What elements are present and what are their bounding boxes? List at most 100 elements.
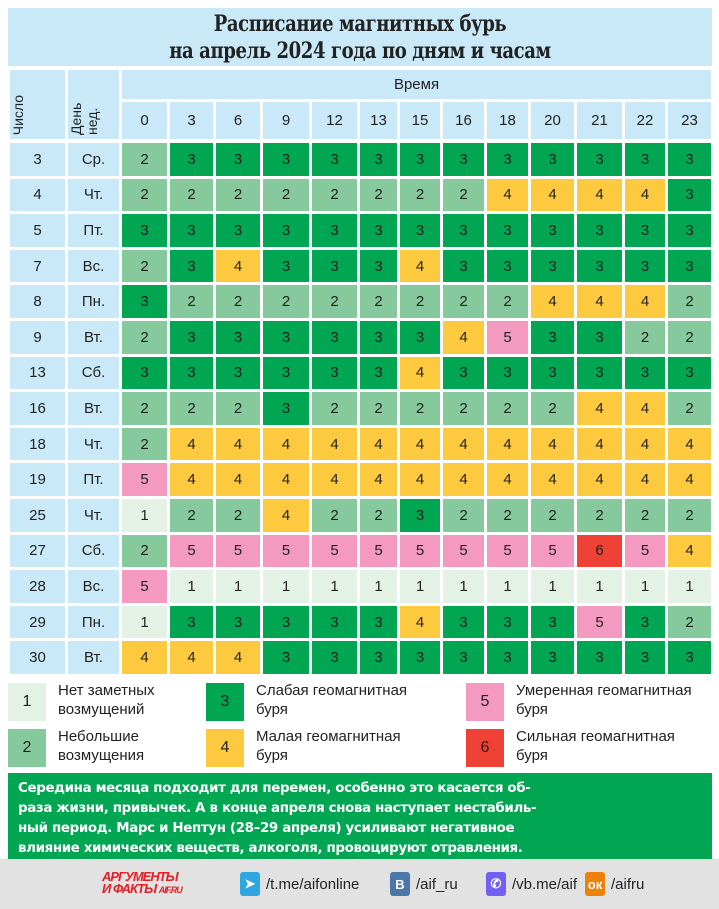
storm-level-cell: 1	[668, 570, 711, 603]
row-weekday: Вт.	[68, 641, 119, 674]
row-date: 27	[10, 534, 65, 568]
storm-level-cell: 4	[216, 641, 260, 674]
storm-level-cell: 4	[625, 427, 665, 461]
hour-header: 3	[170, 102, 213, 139]
legend-item: 2 Небольшие возмущения	[8, 728, 145, 767]
storm-level-cell: 3	[668, 249, 711, 283]
storm-level-cell: 3	[443, 214, 484, 247]
storm-level-cell: 3	[263, 641, 309, 674]
storm-level-cell: 5	[170, 534, 213, 568]
storm-level-cell: 5	[122, 463, 167, 496]
storm-level-cell: 5	[531, 534, 574, 568]
social-link[interactable]: В/aif_ru	[390, 872, 458, 896]
weekday-label: День нед.	[68, 102, 100, 135]
row-date: 28	[10, 570, 65, 603]
row-date: 9	[10, 320, 65, 354]
storm-level-cell: 4	[400, 356, 440, 390]
storm-level-cell: 4	[625, 463, 665, 496]
storm-level-cell: 5	[312, 534, 357, 568]
storm-level-cell: 3	[443, 641, 484, 674]
hour-header: 6	[216, 102, 260, 139]
legend-item: 3 Слабая геомагнитная буря	[206, 682, 407, 721]
storm-level-cell: 3	[400, 320, 440, 354]
storm-level-cell: 3	[122, 356, 167, 390]
storm-level-cell: 2	[216, 392, 260, 425]
storm-level-cell: 2	[487, 392, 528, 425]
row-weekday: Вт.	[68, 320, 119, 354]
storm-level-cell: 2	[360, 285, 397, 318]
row-weekday: Чт.	[68, 498, 119, 532]
storm-level-cell: 4	[360, 463, 397, 496]
footer: АРГУМЕНТЫ И ФАКТЫ AIF.RU ➤ /t.me/aifonlin…	[0, 859, 719, 909]
hour-header: 23	[668, 102, 711, 139]
hour-header: 22	[625, 102, 665, 139]
title-line-1: Расписание магнитных бурь	[213, 11, 507, 37]
row-weekday: Ср.	[68, 143, 119, 176]
table-header: Число День нед. Время 0 3 6 9 12 13 15 16 18 20 21…	[10, 70, 711, 139]
storm-level-cell: 6	[577, 534, 622, 568]
legend-label: Малая геомагнитная буря	[256, 727, 401, 765]
storm-level-cell: 3	[400, 214, 440, 247]
legend-label-line: возмущений	[58, 701, 145, 718]
storm-level-cell: 3	[360, 641, 397, 674]
legend-item: 5 Умеренная геомагнитная буря	[466, 682, 692, 721]
legend-label-line: Сильная геомагнитная	[516, 728, 675, 745]
storm-level-cell: 3	[360, 143, 397, 176]
social-link[interactable]: ➤ /t.me/aifonline	[240, 872, 359, 896]
storm-level-cell: 1	[577, 570, 622, 603]
storm-level-cell: 2	[122, 392, 167, 425]
storm-level-cell: 3	[625, 605, 665, 639]
storm-level-cell: 2	[360, 178, 397, 212]
storm-level-cell: 3	[263, 143, 309, 176]
row-date: 25	[10, 498, 65, 532]
storm-level-cell: 3	[216, 356, 260, 390]
storm-level-cell: 3	[170, 605, 213, 639]
logo-site: AIF.RU	[158, 885, 183, 895]
storm-level-cell: 2	[443, 178, 484, 212]
storm-level-cell: 1	[263, 570, 309, 603]
storm-level-cell: 3	[443, 605, 484, 639]
storm-level-cell: 3	[312, 320, 357, 354]
legend-label: Сильная геомагнитная буря	[516, 727, 675, 765]
storm-level-cell: 2	[122, 427, 167, 461]
legend-label-line: возмущения	[58, 747, 145, 764]
storm-level-cell: 3	[487, 641, 528, 674]
storm-level-cell: 5	[122, 570, 167, 603]
storm-level-cell: 4	[531, 463, 574, 496]
storm-level-cell: 4	[531, 427, 574, 461]
storm-level-cell: 3	[577, 249, 622, 283]
social-link[interactable]: ✆ /vb.me/aif	[486, 872, 577, 896]
storm-level-cell: 4	[531, 178, 574, 212]
storm-level-cell: 2	[312, 392, 357, 425]
forecast-note: Середина месяца подходит для перемен, ос…	[8, 773, 712, 859]
storm-level-cell: 2	[577, 498, 622, 532]
note-line: раза жизни, привычек. А в конце апреля с…	[18, 801, 537, 816]
social-link[interactable]: ок/aifru	[585, 872, 644, 896]
legend-label-line: буря	[516, 747, 548, 764]
storm-level-cell: 2	[122, 320, 167, 354]
storm-level-cell: 3	[312, 641, 357, 674]
aif-logo[interactable]: АРГУМЕНТЫ И ФАКТЫ AIF.RU	[102, 870, 183, 896]
storm-level-cell: 3	[487, 249, 528, 283]
storm-level-cell: 3	[170, 320, 213, 354]
storm-level-cell: 4	[170, 463, 213, 496]
storm-level-cell: 4	[400, 249, 440, 283]
storm-level-cell: 3	[216, 143, 260, 176]
storm-level-cell: 3	[531, 143, 574, 176]
storm-level-cell: 3	[360, 320, 397, 354]
storm-level-cell: 1	[122, 605, 167, 639]
legend: 1 Нет заметных возмущений 2 Небольшие возмуще…	[8, 682, 712, 769]
legend-swatch: 6	[466, 729, 504, 767]
storm-level-cell: 3	[170, 249, 213, 283]
storm-level-cell: 2	[170, 285, 213, 318]
social-link-text: /t.me/aifonline	[266, 875, 360, 893]
storm-level-cell: 4	[668, 534, 711, 568]
row-weekday: Вс.	[68, 570, 119, 603]
storm-table-body: 3 Ср. 2 3 3 3 3 3 3 3 3 3 3 3 3 4 Чт. 2 2 2 2 2 2 2 2 4 4 4 4 3 5 Пт. 3 3…	[10, 143, 711, 674]
title-line-2: на апрель 2024 года по дням и часам	[169, 38, 551, 64]
storm-level-cell: 2	[360, 392, 397, 425]
note-line: Середина месяца подходит для перемен, ос…	[18, 781, 531, 796]
storm-level-cell: 3	[625, 214, 665, 247]
storm-level-cell: 4	[170, 427, 213, 461]
storm-level-cell: 2	[263, 178, 309, 212]
